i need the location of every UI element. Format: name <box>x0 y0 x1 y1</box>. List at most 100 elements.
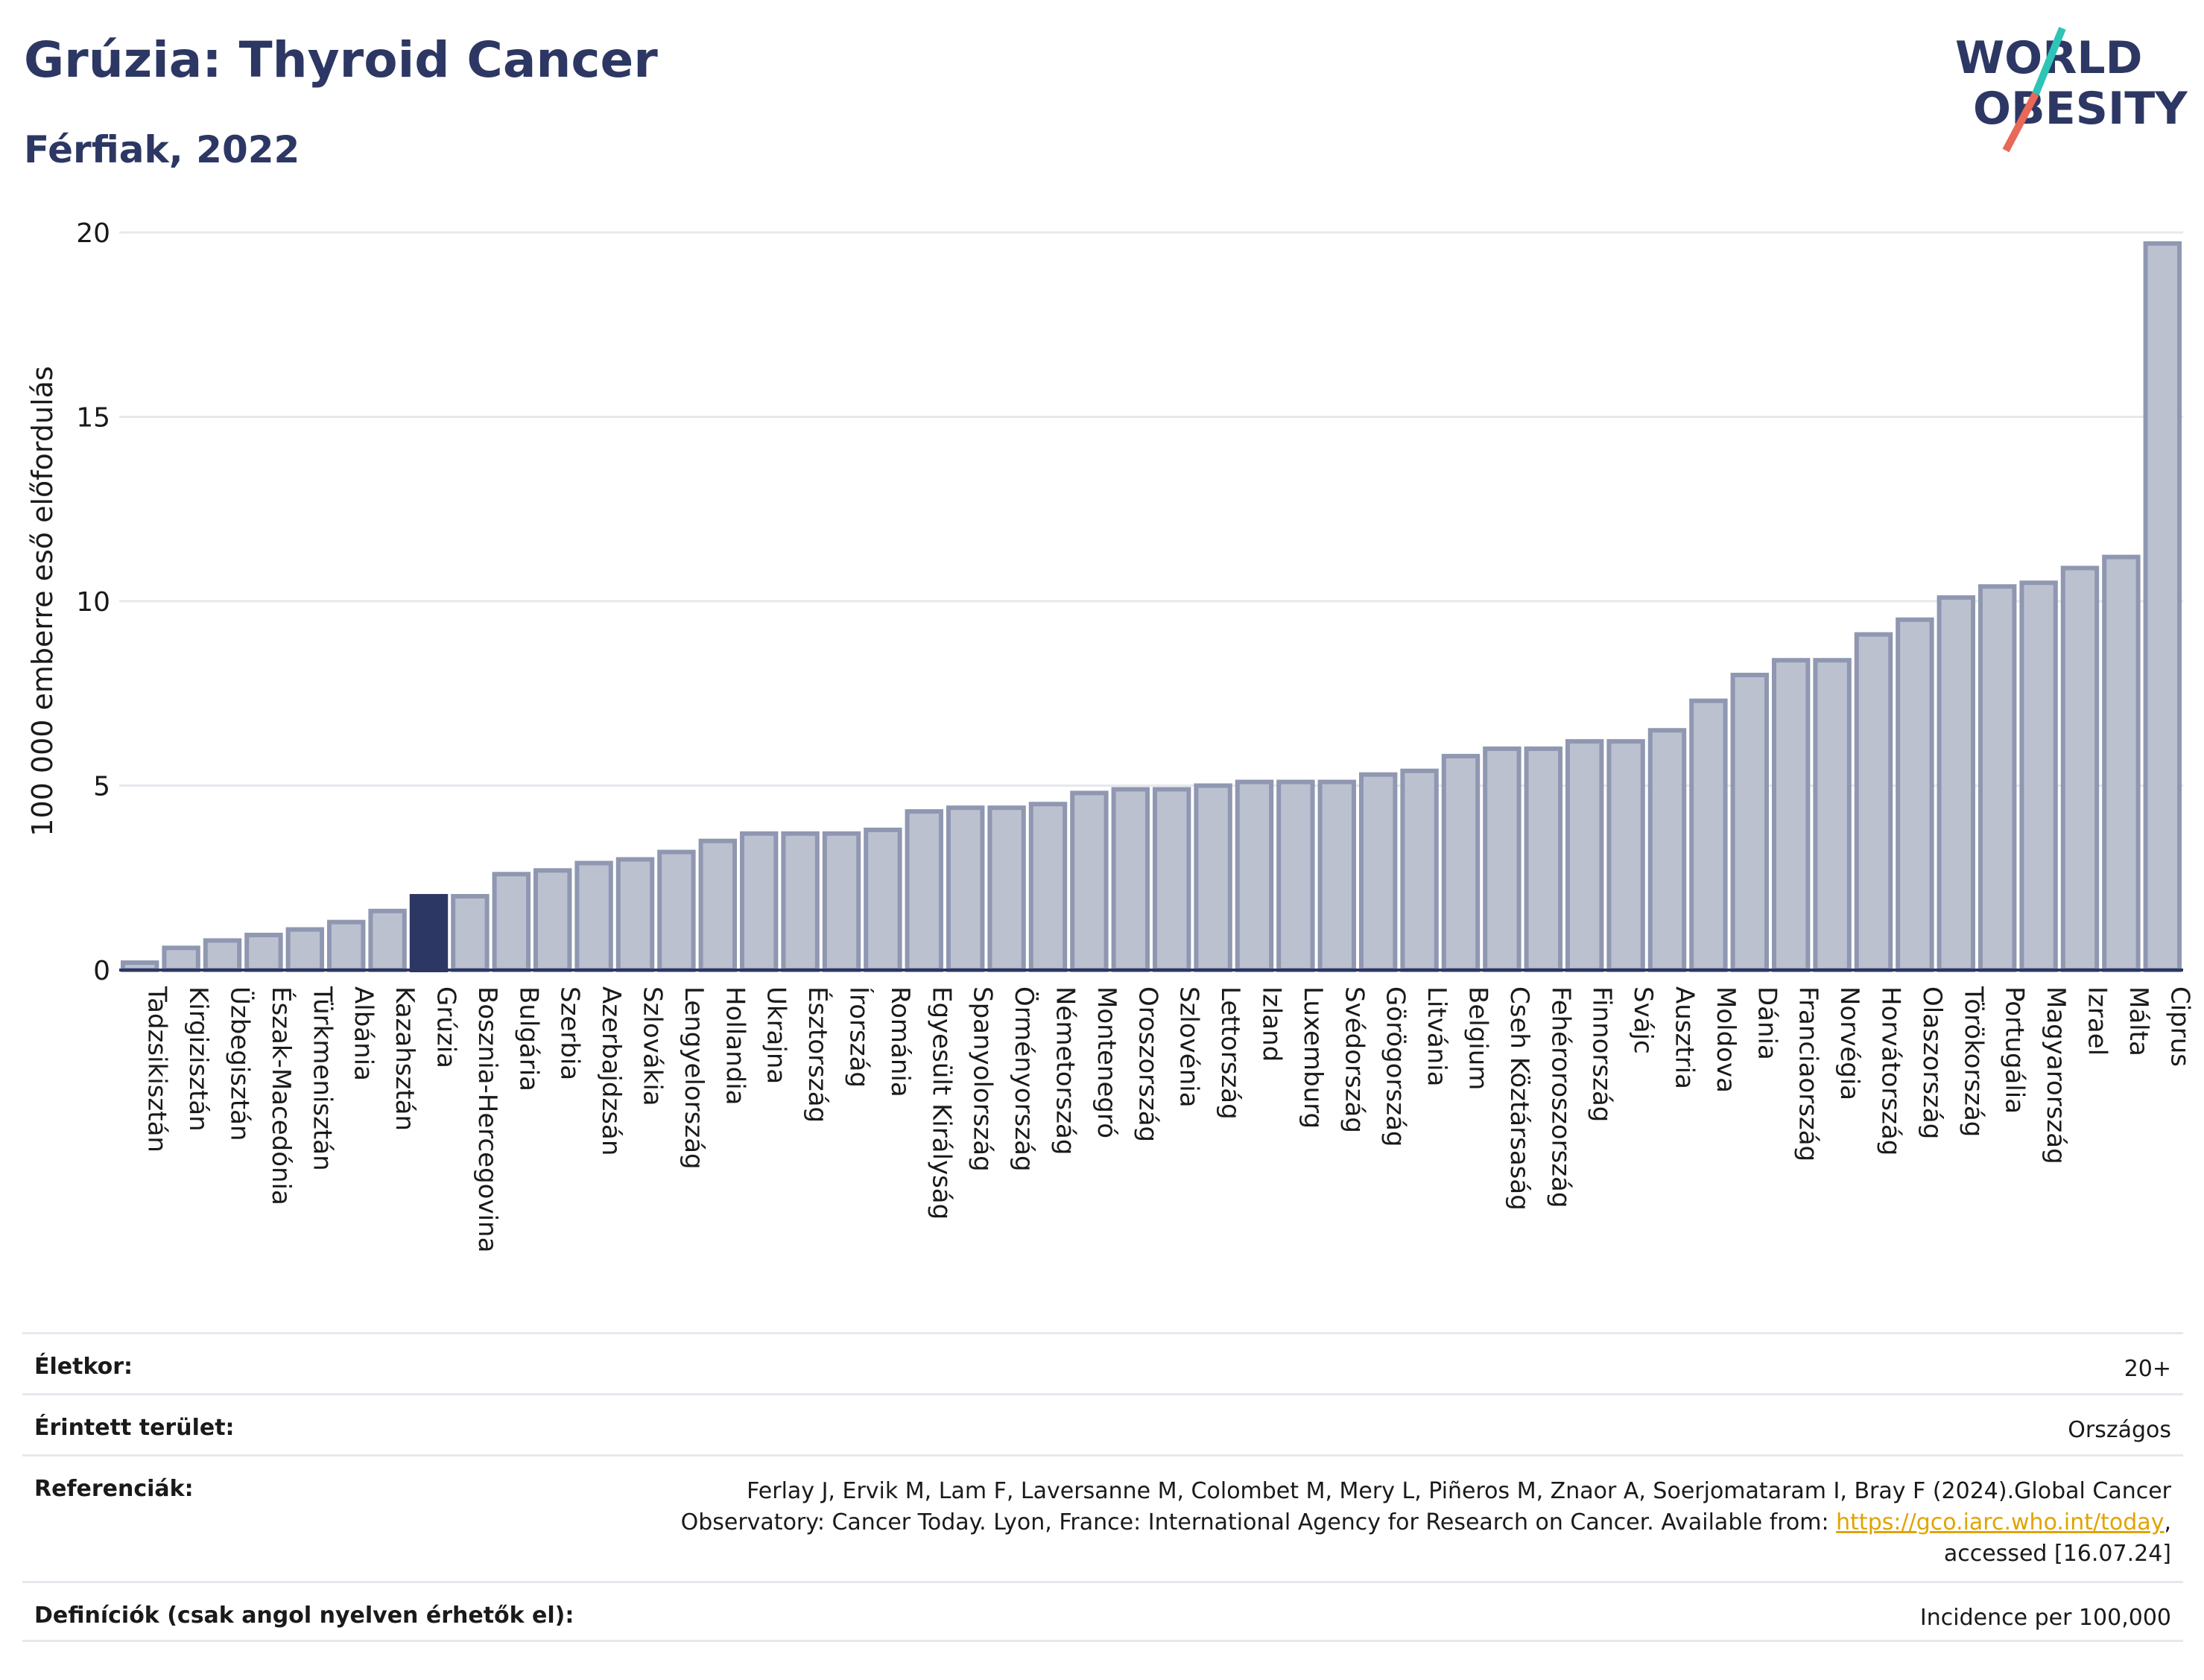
x-tick-label: Norvégia <box>1834 986 1864 1100</box>
bar-13 <box>657 849 696 972</box>
x-tick-label: Ciprus <box>2165 986 2194 1067</box>
bar-28 <box>1276 779 1315 973</box>
bar-37 <box>1647 728 1687 972</box>
references-value: Ferlay J, Ervik M, Lam F, Laversanne M, … <box>681 1476 2171 1570</box>
bar-19 <box>905 809 944 973</box>
x-tick-label: Magyarország <box>2041 986 2071 1164</box>
bar-17 <box>822 831 861 972</box>
x-tick-label: Svájc <box>1628 986 1658 1054</box>
area-label: Érintett terület: <box>34 1415 235 1441</box>
definitions-label: Definíciók (csak angol nyelven érhetők e… <box>34 1603 574 1629</box>
bar-16 <box>781 831 820 972</box>
info-table: Életkor: 20+ Érintett terület: Országos … <box>22 1332 2183 1642</box>
x-tick-label: Cseh Köztársaság <box>1504 986 1534 1211</box>
x-tick-label: Luxemburg <box>1298 986 1328 1129</box>
logo-text-obesity: OBESITY <box>1973 83 2188 135</box>
x-tick-label: Kazahsztán <box>390 986 419 1131</box>
x-tick-label: Málta <box>2124 986 2153 1056</box>
bar-35 <box>1565 739 1604 972</box>
bar-26 <box>1194 783 1232 972</box>
bar-14 <box>698 838 738 972</box>
bar-11 <box>574 860 613 972</box>
bar-47 <box>2060 565 2100 972</box>
info-row-area: Érintett terület: Országos <box>22 1393 2183 1454</box>
x-tick-label: Horvátország <box>1876 986 1906 1156</box>
x-tick-label: Kirgizisztán <box>183 986 213 1132</box>
age-label: Életkor: <box>34 1354 133 1380</box>
x-tick-label: Törökország <box>1958 986 1988 1137</box>
bar-24 <box>1111 787 1150 972</box>
area-value: Országos <box>2068 1417 2171 1443</box>
x-tick-label: Izland <box>1257 986 1287 1062</box>
bar-39 <box>1730 673 1770 972</box>
x-tick-label: Grúzia <box>431 986 461 1068</box>
x-tick-label: Ausztria <box>1670 986 1700 1089</box>
bar-1 <box>162 945 200 973</box>
x-tick-label: Montenegró <box>1092 986 1121 1138</box>
bar-32 <box>1441 753 1481 973</box>
bar-4 <box>285 927 325 973</box>
x-tick-label: Örményország <box>1009 986 1039 1172</box>
x-tick-label: Finnország <box>1587 986 1617 1122</box>
y-tick-label: 15 <box>76 403 110 434</box>
bar-36 <box>1606 739 1645 972</box>
age-value: 20+ <box>2124 1356 2171 1382</box>
bar-20 <box>946 805 985 972</box>
reference-text-line-2: Observatory: Cancer Today. Lyon, France:… <box>680 1509 1837 1535</box>
bar-34 <box>1524 747 1563 972</box>
x-tick-label: Lengyelország <box>679 986 709 1170</box>
bar-41 <box>1813 658 1852 972</box>
bar-30 <box>1358 772 1398 973</box>
reference-text-line-3: accessed [16.07.24] <box>1943 1541 2171 1567</box>
bar-43 <box>1896 617 1934 972</box>
reference-link[interactable]: https://gco.iarc.who.int/today <box>1836 1509 2165 1535</box>
y-tick-label: 0 <box>93 956 110 986</box>
bar-40 <box>1771 658 1811 972</box>
x-tick-label: Tadzsikisztán <box>142 986 172 1153</box>
x-tick-label: Észak-Macedónia <box>266 986 297 1205</box>
x-tick-label: Albánia <box>349 986 379 1081</box>
bar-7 <box>409 894 449 972</box>
x-tick-label: Svédország <box>1339 986 1369 1133</box>
world-obesity-logo: WORLD OBESITY <box>1955 27 2188 153</box>
y-tick-label: 5 <box>93 772 110 802</box>
bar-45 <box>1977 584 2017 972</box>
x-tick-label: Egyesült Királyság <box>926 986 956 1220</box>
bar-5 <box>326 919 366 973</box>
page-subtitle: Férfiak, 2022 <box>24 128 300 171</box>
x-tick-label: Oroszország <box>1133 986 1162 1142</box>
bar-2 <box>203 938 242 973</box>
bar-38 <box>1689 698 1728 973</box>
x-tick-label: Moldova <box>1711 986 1741 1093</box>
info-row-references: Referenciák: Ferlay J, Ervik M, Lam F, L… <box>22 1454 2183 1581</box>
bar-21 <box>987 805 1026 972</box>
bar-22 <box>1028 802 1068 972</box>
bar-15 <box>739 831 779 972</box>
bar-18 <box>864 827 902 973</box>
bar-31 <box>1400 768 1439 972</box>
x-tick-label: Litvánia <box>1422 986 1451 1087</box>
x-tick-label: Fehéroroszország <box>1545 986 1575 1208</box>
x-tick-label: Hollandia <box>720 986 750 1106</box>
bar-23 <box>1070 790 1109 973</box>
bar-8 <box>451 894 490 972</box>
logo-slash-red <box>2002 92 2039 153</box>
x-tick-label: Németország <box>1051 986 1080 1155</box>
bar-49 <box>2143 241 2182 973</box>
tick-layer: 0 5 10 15 20 Tadzsikisztán Kirgizisztán Üzbegis… <box>76 218 2194 1252</box>
x-tick-label: Görögország <box>1381 986 1410 1147</box>
definitions-value: Incidence per 100,000 <box>1919 1605 2171 1631</box>
x-tick-label: Dánia <box>1752 986 1782 1060</box>
bar-48 <box>2102 554 2141 972</box>
x-tick-label: Románia <box>885 986 915 1097</box>
x-tick-label: Franciaország <box>1793 986 1823 1161</box>
bar-25 <box>1152 787 1191 972</box>
reference-comma: , <box>2164 1509 2171 1535</box>
bar-layer <box>120 241 2182 973</box>
x-tick-label: Bulgária <box>513 986 543 1091</box>
references-label: Referenciák: <box>34 1476 194 1502</box>
info-row-definitions: Definíciók (csak angol nyelven érhetők e… <box>22 1581 2183 1642</box>
x-tick-label: Spanyolország <box>968 986 998 1172</box>
bar-44 <box>1937 595 1976 972</box>
y-tick-label: 10 <box>76 587 110 618</box>
